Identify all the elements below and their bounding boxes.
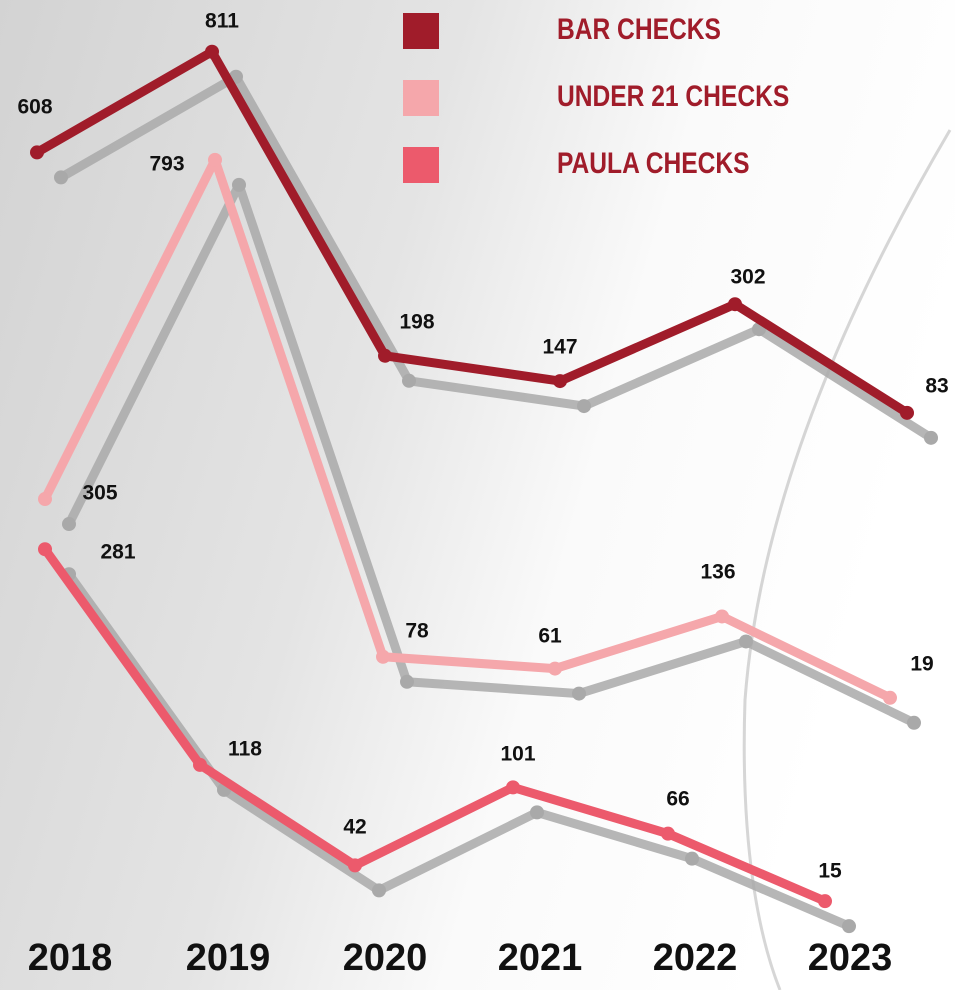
shadow-dot (907, 716, 921, 730)
value-label: 811 (205, 10, 239, 33)
data-point (208, 153, 222, 167)
data-point (553, 374, 567, 388)
legend-label: PAULA CHECKS (557, 146, 750, 180)
x-tick-label: 2021 (498, 937, 583, 979)
data-point (548, 662, 562, 676)
x-tick-label: 2022 (653, 937, 738, 979)
shadow-dot (572, 687, 586, 701)
shadow-dot (372, 883, 386, 897)
data-point (378, 349, 392, 363)
shadow-dot (842, 919, 856, 933)
shadow-dot (400, 675, 414, 689)
value-label: 66 (666, 788, 689, 811)
chart: 2018 2019 2020 2021 2022 2023 608 811 198 147 302 8… (0, 0, 955, 990)
value-label: 281 (100, 541, 135, 564)
shadow-dot (54, 170, 68, 184)
value-label: 42 (343, 816, 366, 839)
data-point (506, 780, 520, 794)
data-point (900, 406, 914, 420)
data-point (38, 492, 52, 506)
legend-swatch (403, 147, 439, 183)
value-label: 136 (700, 561, 735, 584)
data-point (38, 542, 52, 556)
value-label: 305 (82, 482, 117, 505)
data-point (376, 650, 390, 664)
x-tick-label: 2018 (28, 937, 113, 979)
data-point (205, 45, 219, 59)
shadow-dot (739, 634, 753, 648)
shadow-dot (685, 852, 699, 866)
data-point (348, 858, 362, 872)
x-tick-label: 2019 (186, 937, 271, 979)
legend-swatch (403, 80, 439, 116)
value-label: 83 (925, 375, 948, 398)
value-label: 15 (818, 860, 842, 883)
shadow-dot (577, 399, 591, 413)
data-point (883, 691, 897, 705)
value-label: 198 (399, 311, 434, 334)
value-label: 19 (910, 653, 933, 676)
value-label: 78 (405, 620, 429, 643)
value-label: 608 (17, 96, 52, 119)
legend-label: UNDER 21 CHECKS (557, 79, 789, 113)
value-label: 302 (730, 266, 765, 289)
legend-label: BAR CHECKS (557, 12, 721, 46)
value-label: 101 (500, 743, 535, 766)
legend-swatch (403, 13, 439, 49)
x-tick-label: 2023 (808, 937, 893, 979)
shadow-dot (924, 431, 938, 445)
data-point (30, 145, 44, 159)
data-point (193, 758, 207, 772)
shadow-dot (62, 517, 76, 531)
value-label: 118 (228, 738, 262, 761)
shadow-dot (232, 178, 246, 192)
data-point (728, 297, 742, 311)
value-label: 61 (538, 625, 562, 648)
shadow-dot (402, 374, 416, 388)
shadow-dot (530, 805, 544, 819)
data-point (715, 609, 729, 623)
x-tick-label: 2020 (343, 937, 428, 979)
value-label: 793 (149, 153, 184, 176)
data-point (661, 827, 675, 841)
value-label: 147 (542, 336, 577, 359)
data-point (818, 894, 832, 908)
